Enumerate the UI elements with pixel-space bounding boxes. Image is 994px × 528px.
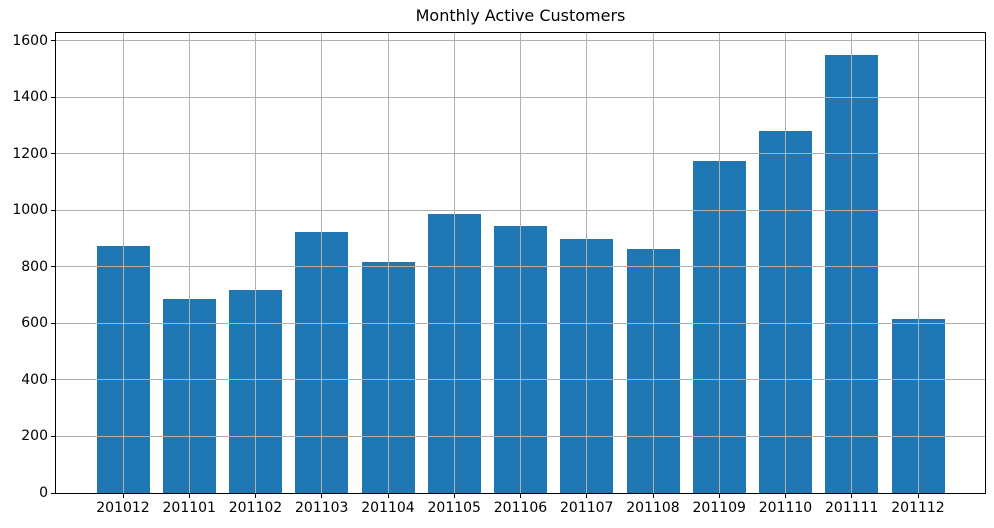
plot-area (55, 32, 986, 494)
x-tick-mark-201012 (122, 494, 124, 498)
y-tick-label-0: 0 (39, 485, 48, 501)
y-tick-label-400: 400 (21, 371, 48, 388)
x-tick-mark-201101 (188, 494, 190, 498)
y-tick-label-1400: 1400 (12, 89, 48, 106)
y-tick-label-800: 800 (21, 258, 48, 275)
y-tick-mark-800 (51, 266, 55, 268)
y-tick-label-1000: 1000 (12, 202, 48, 219)
gridline-v-201012 (122, 33, 124, 493)
x-tick-label-201012: 201012 (96, 500, 150, 516)
y-tick-label-600: 600 (21, 315, 48, 332)
x-tick-mark-201108 (652, 494, 654, 498)
y-tick-mark-1400 (51, 96, 55, 98)
gridline-v-201105 (453, 33, 455, 493)
x-tick-mark-201109 (718, 494, 720, 498)
y-tick-label-200: 200 (21, 428, 48, 445)
gridline-v-201104 (387, 33, 389, 493)
x-tick-mark-201102 (255, 494, 256, 498)
gridline-v-201103 (321, 33, 323, 493)
x-tick-label-201106: 201106 (493, 500, 548, 516)
x-tick-label-201103: 201103 (295, 500, 349, 516)
gridline-v-201106 (520, 33, 521, 493)
x-tick-label-201101: 201101 (162, 500, 216, 516)
x-tick-label-201107: 201107 (560, 500, 614, 516)
gridline-v-201111 (851, 33, 853, 493)
y-tick-label-1200: 1200 (12, 145, 48, 162)
x-tick-label-201109: 201109 (692, 500, 746, 516)
gridline-v-201107 (586, 33, 588, 493)
y-tick-label-1600: 1600 (12, 32, 48, 49)
gridline-v-201109 (718, 33, 720, 493)
x-tick-label-201108: 201108 (626, 500, 680, 516)
x-tick-label-201104: 201104 (361, 500, 415, 516)
x-tick-mark-201104 (387, 494, 389, 498)
x-tick-label-201105: 201105 (427, 500, 481, 516)
y-tick-mark-1600 (51, 40, 55, 42)
y-tick-mark-0 (51, 492, 55, 494)
x-tick-mark-201112 (917, 494, 919, 498)
x-tick-label-201110: 201110 (758, 500, 813, 516)
x-tick-label-201112: 201112 (891, 500, 945, 516)
gridline-v-201102 (255, 33, 256, 493)
gridline-v-201101 (188, 33, 190, 493)
x-tick-mark-201106 (520, 494, 521, 498)
x-tick-label-201102: 201102 (228, 500, 283, 516)
gridline-v-201108 (652, 33, 654, 493)
y-tick-mark-600 (51, 322, 55, 324)
x-tick-mark-201110 (785, 494, 786, 498)
x-tick-mark-201111 (851, 494, 853, 498)
y-tick-mark-1200 (51, 153, 55, 155)
x-tick-mark-201107 (586, 494, 588, 498)
x-tick-mark-201105 (453, 494, 455, 498)
gridline-v-201110 (785, 33, 786, 493)
x-tick-label-201111: 201111 (825, 500, 879, 516)
chart-title: Monthly Active Customers (415, 6, 626, 25)
y-tick-mark-200 (51, 435, 55, 437)
gridline-v-201112 (917, 33, 919, 493)
y-tick-mark-1000 (51, 209, 55, 211)
y-tick-mark-400 (51, 379, 55, 381)
x-tick-mark-201103 (321, 494, 323, 498)
